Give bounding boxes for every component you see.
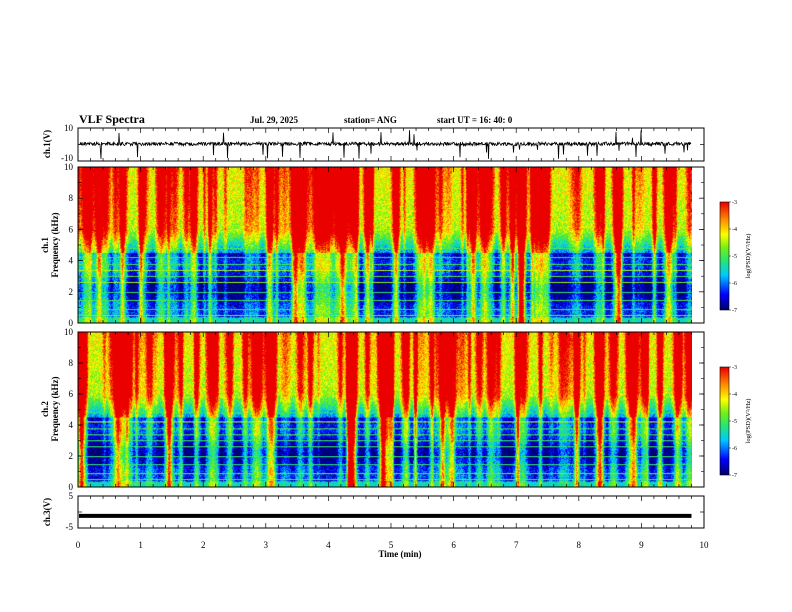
ch1-trace (79, 130, 692, 159)
start-time-label: start UT = 16: 40: 0 (437, 115, 513, 125)
ch3-ytick-bottom: -5 (66, 522, 74, 532)
ch1-ytick-bottom: -10 (61, 153, 73, 163)
y-tick-label: 4 (69, 256, 74, 266)
y-tick-label: 4 (69, 420, 74, 430)
y-tick-label: 8 (69, 358, 74, 368)
x-tick-label: 2 (201, 540, 206, 550)
colorbar-tick-label: -3 (732, 200, 737, 206)
colorbar-tick-label: -3 (732, 365, 737, 371)
x-tick-label: 8 (577, 540, 582, 550)
ch2-colorbar-label: log(PSD)(V²/Hz) (745, 399, 752, 444)
colorbar-tick-label: -6 (732, 281, 737, 287)
ch2-spectrogram-image (78, 332, 692, 487)
ch1-spec-ylabel: Frequency (kHz) (50, 212, 60, 277)
y-tick-label: 0 (69, 318, 74, 328)
ch2-spec-yticklabels: 0 2 4 6 8 10 (64, 327, 704, 492)
x-tick-label: 10 (700, 540, 710, 550)
ch1-ticks (77, 127, 705, 162)
ch1-spec-yticklabels: 0 2 4 6 8 10 (64, 162, 704, 328)
ch2-spec-ylabel: Frequency (kHz) (50, 376, 60, 441)
colorbar-tick-label: -6 (732, 446, 737, 452)
y-tick-label: 2 (69, 287, 74, 297)
ch3-ticks (77, 495, 705, 529)
ch3-ylabel: ch.3(V) (42, 498, 52, 526)
x-tick-label: 9 (639, 540, 644, 550)
date-label: Jul. 29, 2025 (250, 115, 299, 125)
ch2-spec-prefix: ch.2 (40, 401, 50, 417)
station-label: station= ANG (344, 115, 397, 125)
ch1-spectrogram-image (78, 167, 692, 323)
x-tick-label: 1 (138, 540, 143, 550)
y-tick-label: 6 (69, 389, 74, 399)
y-tick-label: 8 (69, 193, 74, 203)
y-tick-label: 6 (69, 224, 74, 234)
x-tick-labels: 0 1 2 3 4 5 6 7 8 9 10 (76, 540, 709, 550)
x-tick-label: 4 (326, 540, 331, 550)
x-tick-label: 0 (76, 540, 81, 550)
x-tick-label: 3 (264, 540, 269, 550)
colorbar-tick-label: -4 (732, 227, 737, 233)
colorbar-tick-label: -5 (732, 419, 737, 425)
colorbar-tick-label: -4 (732, 392, 737, 398)
ch3-ytick-top: 5 (69, 491, 74, 501)
ch2-colorbar (720, 367, 729, 475)
ch1-ylabel: ch.1(V) (42, 130, 52, 158)
x-tick-label: 6 (451, 540, 456, 550)
colorbar-tick-label: -7 (732, 308, 737, 314)
x-axis-label: Time (min) (378, 549, 421, 559)
figure-title: VLF Spectra (79, 112, 145, 126)
colorbar-tick-label: -7 (732, 473, 737, 479)
y-tick-label: 0 (69, 482, 74, 492)
ch3-waveform-panel: 5 -5 ch.3(V) (42, 491, 705, 532)
ch2-spec-ticks (77, 332, 705, 487)
y-tick-label: 2 (69, 451, 74, 461)
ch1-waveform-panel: 10 -10 ch.1(V) (42, 123, 705, 163)
ch1-spec-prefix: ch.1 (40, 237, 50, 253)
y-tick-label: 10 (64, 327, 74, 337)
colorbar-tick-label: -5 (732, 254, 737, 260)
ch1-ytick-top: 10 (64, 123, 74, 133)
ch1-colorbar (720, 202, 729, 310)
ch2-colorbar-ticks: -3 -4 -5 -6 -7 (729, 365, 737, 479)
ch1-spec-ticks (77, 167, 705, 323)
ch1-colorbar-ticks: -3 -4 -5 -6 -7 (729, 200, 737, 314)
y-tick-label: 10 (64, 162, 74, 172)
x-tick-label: 5 (389, 540, 394, 550)
ch1-colorbar-label: log(PSD)(V²/Hz) (745, 234, 752, 279)
x-tick-label: 7 (514, 540, 519, 550)
